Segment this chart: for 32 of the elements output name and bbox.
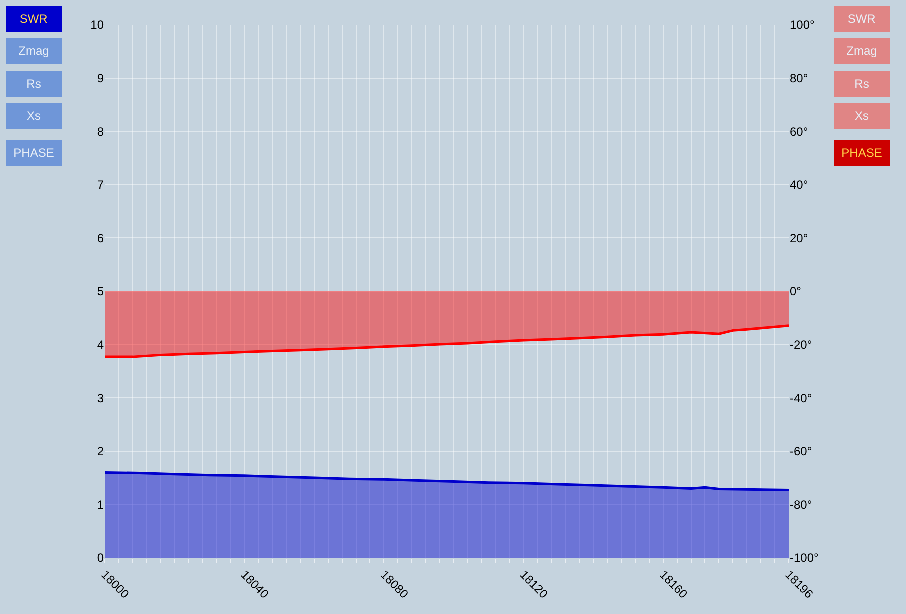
text: PHASE <box>842 146 882 160</box>
y2-tick-label: -60° <box>790 444 812 459</box>
y-tick-label: 7 <box>97 178 104 192</box>
y-tick-label: 10 <box>90 18 104 32</box>
y-tick-label: 0 <box>97 551 104 566</box>
y-tick-label: 1 <box>97 498 104 512</box>
y2-tick-label: 100° <box>790 18 816 32</box>
text: Xs <box>854 109 870 123</box>
text: SWR <box>848 12 876 26</box>
y2-tick-label: -100° <box>790 551 820 566</box>
y-tick-label: 8 <box>97 124 104 139</box>
y-tick-label: 3 <box>97 391 104 406</box>
y2-tick-label: 20° <box>790 231 808 246</box>
y2-tick-label: -80° <box>790 498 812 512</box>
y2-tick-label: -20° <box>790 338 812 352</box>
y2-tick-label: 0° <box>790 284 802 299</box>
y2-tick-label: 40° <box>790 178 808 192</box>
y2-tick-label: 60° <box>790 124 808 139</box>
text: Zmag <box>846 44 878 58</box>
text: SWR <box>20 12 48 26</box>
y2-tick-label: 80° <box>790 72 808 86</box>
y-tick-label: 5 <box>97 284 104 299</box>
text: Rs <box>854 77 870 91</box>
y-tick-label: 9 <box>97 72 104 86</box>
y-tick-label: 2 <box>97 444 104 459</box>
text: Xs <box>26 109 42 123</box>
text: Zmag <box>18 44 50 58</box>
y2-tick-label: -40° <box>790 391 812 406</box>
text: PHASE <box>14 146 54 160</box>
y-tick-label: 4 <box>97 338 104 352</box>
y-tick-label: 6 <box>97 231 104 246</box>
text: Rs <box>26 77 42 91</box>
